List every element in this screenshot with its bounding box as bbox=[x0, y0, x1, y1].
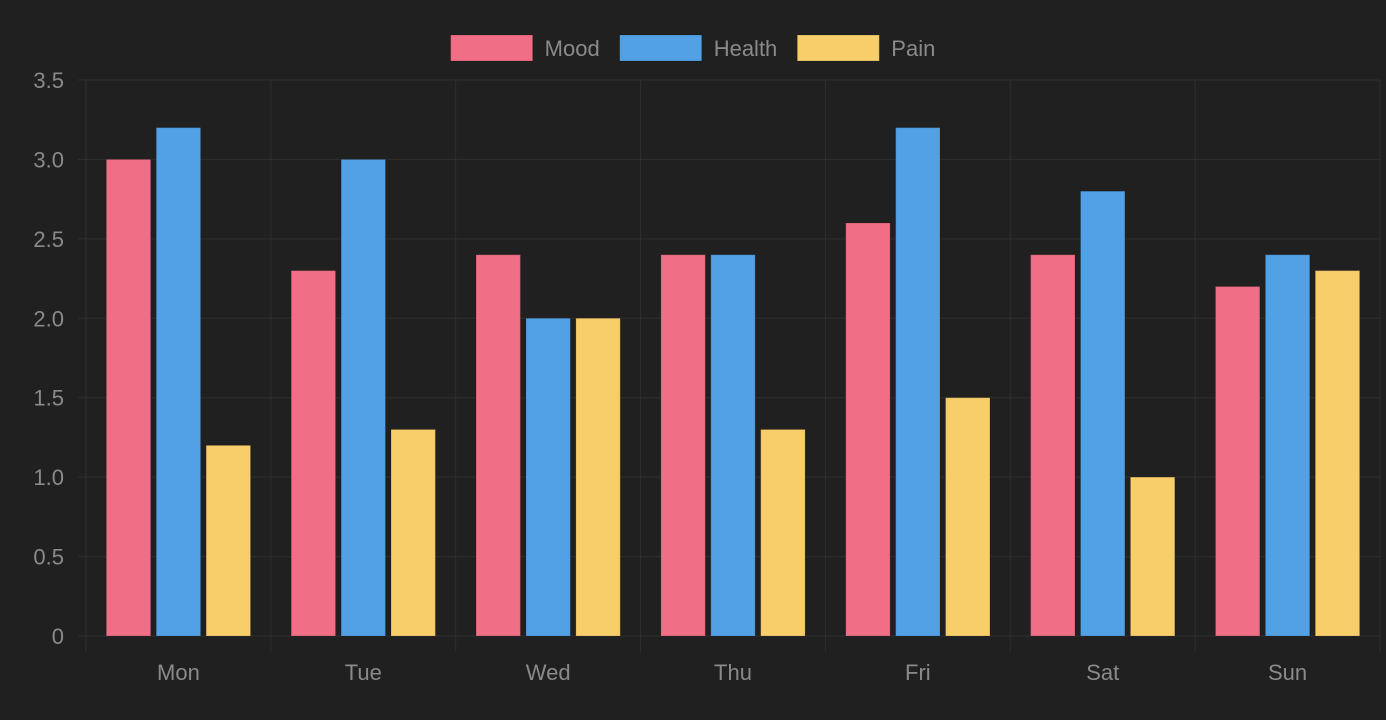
x-tick-label: Thu bbox=[714, 660, 752, 685]
x-tick-label: Fri bbox=[905, 660, 931, 685]
bar-pain-fri[interactable] bbox=[945, 397, 991, 637]
y-tick-label: 0.5 bbox=[33, 545, 64, 570]
x-tick-label: Mon bbox=[157, 660, 200, 685]
bar-pain-sat[interactable] bbox=[1129, 476, 1176, 637]
y-tick-label: 1.5 bbox=[33, 386, 64, 411]
axis-layer: 0 0.5 1.0 1.5 2.0 2.5 3.0 3.5 Mon Tue Wed Thu Fri Sat… bbox=[33, 68, 1307, 685]
bar-health-thu[interactable] bbox=[710, 254, 756, 637]
legend-label: Pain bbox=[891, 36, 935, 61]
bar-mood-sun[interactable] bbox=[1214, 286, 1261, 637]
bar-mood-tue[interactable] bbox=[290, 270, 337, 637]
x-tick-label: Tue bbox=[345, 660, 382, 685]
bar-health-mon[interactable] bbox=[155, 127, 202, 637]
legend-label: Mood bbox=[545, 36, 600, 61]
bar-health-sun[interactable] bbox=[1264, 254, 1311, 637]
bar-pain-sun[interactable] bbox=[1314, 270, 1361, 637]
bar-mood-fri[interactable] bbox=[845, 222, 891, 637]
bar-pain-wed[interactable] bbox=[575, 317, 621, 637]
bar-health-sat[interactable] bbox=[1080, 190, 1126, 637]
y-tick-label: 0 bbox=[52, 624, 64, 649]
legend-swatch bbox=[619, 34, 703, 62]
y-tick-label: 3.5 bbox=[33, 68, 64, 93]
bar-mood-sat[interactable] bbox=[1030, 254, 1076, 637]
bar-pain-tue[interactable] bbox=[390, 428, 436, 637]
bar-mood-thu[interactable] bbox=[660, 254, 706, 637]
legend-swatch bbox=[450, 34, 534, 62]
legend-item-health[interactable]: Health bbox=[619, 34, 778, 62]
x-tick-label: Sun bbox=[1268, 660, 1307, 685]
y-tick-label: 3.0 bbox=[33, 147, 64, 172]
y-tick-label: 2.0 bbox=[33, 306, 64, 331]
bar-mood-wed[interactable] bbox=[475, 254, 521, 637]
bar-pain-mon[interactable] bbox=[205, 444, 252, 637]
bar-health-tue[interactable] bbox=[340, 158, 386, 637]
legend-swatch bbox=[796, 34, 880, 62]
y-tick-label: 1.0 bbox=[33, 465, 64, 490]
legend-item-pain[interactable]: Pain bbox=[796, 34, 935, 62]
legend[interactable]: Mood Health Pain bbox=[450, 34, 936, 62]
legend-item-mood[interactable]: Mood bbox=[450, 34, 600, 62]
bar-mood-mon[interactable] bbox=[105, 158, 152, 637]
bar-pain-thu[interactable] bbox=[760, 428, 806, 637]
bar-health-wed[interactable] bbox=[525, 317, 571, 637]
x-tick-label: Sat bbox=[1086, 660, 1119, 685]
bar-health-fri[interactable] bbox=[895, 127, 941, 637]
x-tick-label: Wed bbox=[526, 660, 571, 685]
y-tick-label: 2.5 bbox=[33, 227, 64, 252]
legend-label: Health bbox=[714, 36, 778, 61]
bars-layer bbox=[105, 127, 1361, 637]
